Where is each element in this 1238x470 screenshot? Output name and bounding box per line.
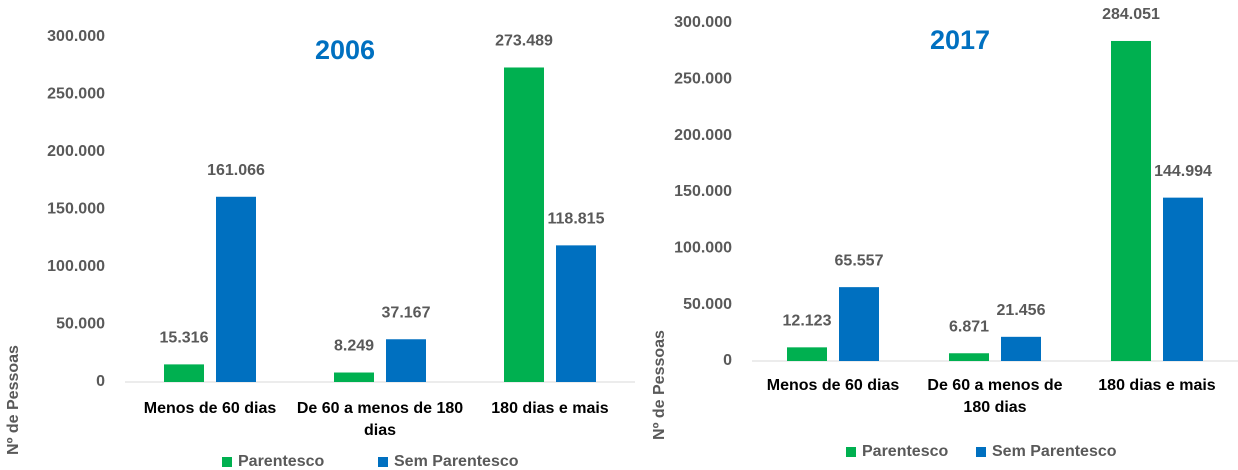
y-tick-label: 100.000 bbox=[674, 240, 732, 257]
bar bbox=[949, 353, 989, 361]
bar bbox=[334, 372, 374, 382]
x-tick-label: 180 dias e mais bbox=[1098, 377, 1216, 394]
value-label: 37.167 bbox=[382, 304, 431, 321]
y-tick-label: 0 bbox=[723, 352, 732, 369]
bar bbox=[556, 245, 596, 382]
y-tick-label: 250.000 bbox=[47, 86, 105, 103]
legend-label: Parentesco bbox=[238, 453, 324, 470]
legend-label: Sem Parentesco bbox=[992, 443, 1117, 460]
chart-title: 2017 bbox=[930, 25, 990, 55]
value-label: 15.316 bbox=[160, 330, 209, 347]
value-label: 161.066 bbox=[207, 162, 265, 179]
bar bbox=[1001, 336, 1041, 361]
x-tick-label: Menos de 60 dias bbox=[143, 400, 277, 417]
legend-label: Parentesco bbox=[862, 443, 948, 460]
x-tick-label-box: 180 dias e mais bbox=[1098, 377, 1216, 394]
y-tick-label: 50.000 bbox=[56, 316, 105, 333]
y-axis-label: Nº de Pessoas bbox=[651, 330, 668, 440]
bar bbox=[839, 287, 879, 361]
y-tick-label: 250.000 bbox=[674, 71, 732, 88]
y-tick-label: 100.000 bbox=[47, 258, 105, 275]
bar bbox=[216, 196, 256, 382]
bar bbox=[787, 347, 827, 361]
y-tick-label: 200.000 bbox=[674, 127, 732, 144]
value-label: 8.249 bbox=[334, 338, 374, 355]
value-label: 12.123 bbox=[783, 313, 832, 330]
y-tick-label: 50.000 bbox=[683, 296, 732, 313]
x-tick-label: 180 dias e mais bbox=[491, 400, 609, 417]
legend-swatch bbox=[378, 457, 388, 467]
x-tick-label-box: Menos de 60 dias bbox=[766, 377, 900, 394]
x-tick-label: De 60 a menos de 180 dias bbox=[927, 377, 1063, 416]
value-label: 273.489 bbox=[495, 33, 553, 50]
bar bbox=[1163, 197, 1203, 361]
y-tick-label: 300.000 bbox=[47, 28, 105, 45]
legend-label: Sem Parentesco bbox=[394, 453, 519, 470]
y-tick-label: 200.000 bbox=[47, 143, 105, 160]
value-label: 6.871 bbox=[949, 318, 989, 335]
legend-swatch bbox=[846, 447, 856, 457]
x-tick-label-box: 180 dias e mais bbox=[491, 400, 609, 417]
x-tick-label-box: De 60 a menos de 180 dias bbox=[927, 377, 1063, 416]
bar bbox=[164, 364, 204, 382]
value-label: 65.557 bbox=[835, 252, 884, 269]
x-tick-label: Menos de 60 dias bbox=[766, 377, 900, 394]
y-tick-label: 150.000 bbox=[47, 201, 105, 218]
bar bbox=[504, 67, 544, 383]
y-tick-label: 0 bbox=[96, 373, 105, 390]
x-tick-label: De 60 a menos de 180 dias bbox=[296, 400, 464, 439]
value-label: 21.456 bbox=[997, 302, 1046, 319]
y-tick-label: 150.000 bbox=[674, 183, 732, 200]
x-tick-label-box: Menos de 60 dias bbox=[143, 400, 277, 417]
legend-swatch bbox=[976, 447, 986, 457]
value-label: 144.994 bbox=[1154, 163, 1212, 180]
x-tick-label-box: De 60 a menos de 180 dias bbox=[296, 400, 464, 439]
bar bbox=[386, 339, 426, 382]
y-tick-label: 300.000 bbox=[674, 14, 732, 31]
legend-swatch bbox=[222, 457, 232, 467]
chart-title: 2006 bbox=[315, 35, 375, 65]
y-axis-label: Nº de Pessoas bbox=[5, 345, 22, 455]
value-label: 118.815 bbox=[548, 211, 605, 228]
bar bbox=[1111, 40, 1151, 361]
value-label: 284.051 bbox=[1102, 6, 1160, 23]
